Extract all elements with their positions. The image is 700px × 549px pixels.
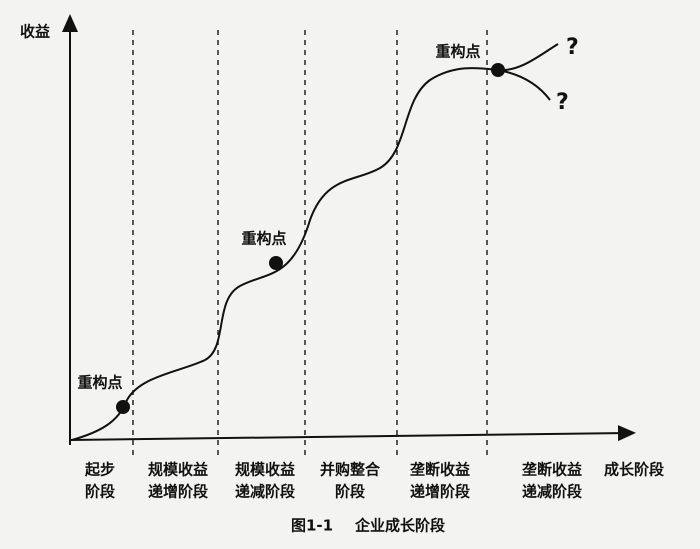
stage-label: 垄断收益	[410, 461, 470, 479]
x-label: 成长阶段	[604, 461, 664, 479]
stage-dividers	[132, 30, 488, 455]
stage-label: 规模收益	[148, 461, 208, 479]
stage-label: 垄断收益	[522, 461, 582, 479]
stage-label: 递增阶段	[148, 483, 208, 501]
caption-figure: 图1-1	[291, 517, 333, 535]
point-label: 重构点	[241, 230, 286, 248]
stage-label: 递减阶段	[235, 483, 295, 501]
caption-title: 企业成长阶段	[354, 517, 445, 535]
growth-curve	[71, 43, 559, 441]
stage-label: 递增阶段	[410, 483, 470, 501]
point	[269, 256, 283, 270]
point	[116, 400, 130, 414]
stage-label: 阶段	[335, 483, 365, 501]
stage-label: 阶段	[85, 483, 115, 501]
question: ?	[556, 90, 569, 115]
stage-label: 并购整合	[320, 461, 381, 479]
stage-label: 规模收益	[235, 461, 295, 479]
stage-label: 递减阶段	[522, 483, 582, 501]
point-label: 重构点	[77, 374, 122, 392]
point	[491, 63, 505, 77]
y-label: 收益	[20, 23, 50, 41]
point-label: 重构点	[435, 43, 480, 61]
x-axis	[69, 425, 636, 442]
stage-label: 起步	[84, 461, 115, 479]
question: ?	[566, 35, 579, 60]
